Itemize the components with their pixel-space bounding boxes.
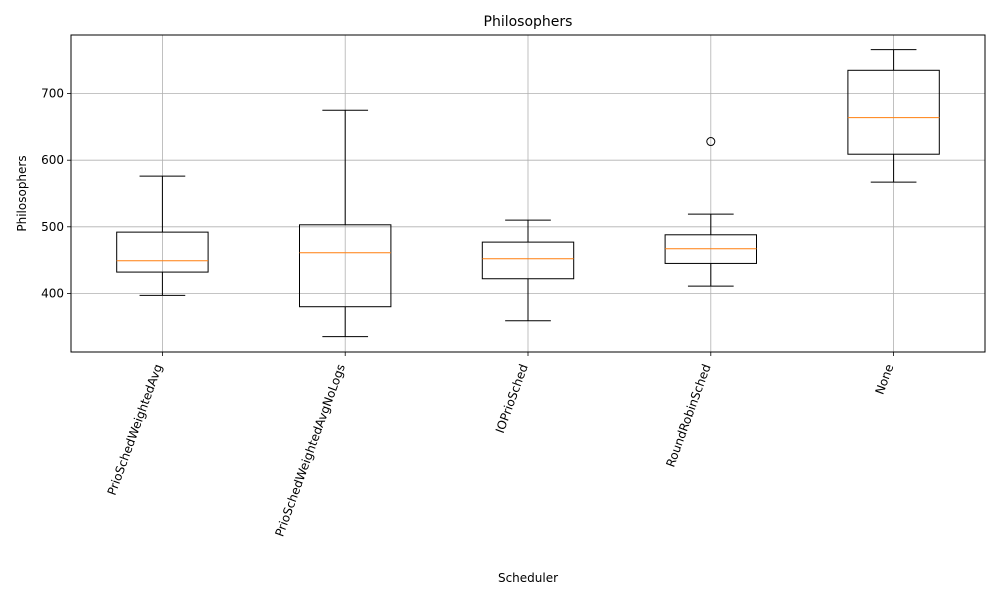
y-tick-label: 600 (41, 153, 64, 167)
box-series (116, 49, 940, 338)
iqr-box (299, 224, 392, 308)
box-None (847, 49, 940, 183)
y-axis: 400 500 600 700 (41, 87, 71, 300)
box-PrioSchedWeightedAvgNoLogs (299, 109, 392, 338)
x-tick-label: None (873, 362, 897, 396)
x-axis: PrioSchedWeightedAvg PrioSchedWeightedAvg… (105, 352, 897, 539)
x-tick-label: PrioSchedWeightedAvgNoLogs (272, 362, 348, 538)
x-tick-label: PrioSchedWeightedAvg (105, 362, 166, 497)
outlier-point (706, 137, 716, 147)
iqr-box (847, 69, 940, 155)
iqr-box (116, 231, 209, 273)
y-tick-label: 400 (41, 286, 64, 300)
chart-title: Philosophers (484, 14, 573, 30)
y-axis-label: Philosophers (15, 155, 29, 231)
box-RoundRobinSched (664, 137, 757, 287)
box-IOPrioSched (481, 219, 575, 322)
y-tick-label: 700 (41, 87, 64, 101)
x-axis-label: Scheduler (498, 571, 558, 585)
iqr-box (481, 241, 575, 280)
y-tick-label: 500 (41, 220, 64, 234)
x-tick-label: RoundRobinSched (663, 362, 713, 469)
box-PrioSchedWeightedAvg (116, 175, 209, 296)
x-tick-label: IOPrioSched (493, 362, 531, 435)
